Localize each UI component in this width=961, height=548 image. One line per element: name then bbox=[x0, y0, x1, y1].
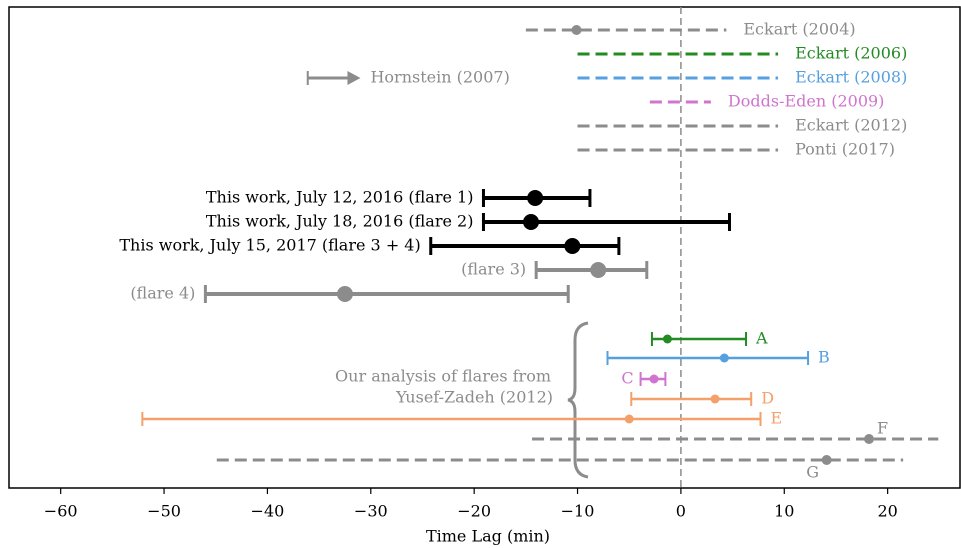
point bbox=[821, 455, 832, 465]
point bbox=[564, 238, 581, 254]
point bbox=[710, 394, 720, 404]
series-label: C bbox=[621, 369, 633, 388]
series-label: A bbox=[755, 329, 768, 348]
x-tick-label: 10 bbox=[774, 502, 794, 521]
series-label: This work, July 18, 2016 (flare 2) bbox=[206, 212, 474, 231]
series-label: Eckart (2008) bbox=[795, 68, 907, 87]
point bbox=[719, 353, 729, 363]
point bbox=[527, 190, 544, 206]
series-label: D bbox=[761, 389, 774, 408]
annotation: Yusef-Zadeh (2012) bbox=[395, 388, 553, 407]
series-label: G bbox=[806, 463, 819, 482]
series-label: Hornstein (2007) bbox=[370, 68, 509, 87]
brace bbox=[567, 321, 589, 479]
x-tick-label: −30 bbox=[354, 502, 388, 521]
x-tick-label: −40 bbox=[251, 502, 285, 521]
series-label: This work, July 15, 2017 (flare 3 + 4) bbox=[119, 236, 420, 255]
point bbox=[864, 434, 875, 444]
point bbox=[336, 286, 353, 302]
x-tick-label: 0 bbox=[676, 502, 686, 521]
series-label: (flare 4) bbox=[130, 284, 195, 303]
series-label: Eckart (2004) bbox=[743, 20, 855, 39]
point bbox=[571, 25, 582, 35]
point bbox=[624, 414, 634, 424]
x-tick-label: −20 bbox=[457, 502, 491, 521]
x-axis-label: Time Lag (min) bbox=[426, 527, 550, 546]
x-tick-label: 20 bbox=[877, 502, 897, 521]
annotation: Our analysis of flares from bbox=[335, 367, 551, 386]
series-label: F bbox=[877, 419, 888, 438]
series-label: Eckart (2012) bbox=[795, 116, 907, 135]
series-label: This work, July 12, 2016 (flare 1) bbox=[206, 188, 474, 207]
plot-frame bbox=[8, 6, 961, 489]
series-label: Ponti (2017) bbox=[795, 140, 895, 159]
point bbox=[649, 374, 659, 384]
series-label: E bbox=[770, 409, 782, 428]
point bbox=[662, 334, 672, 344]
point bbox=[590, 262, 607, 278]
series-label: Eckart (2006) bbox=[795, 44, 907, 63]
series-label: Dodds-Eden (2009) bbox=[728, 92, 885, 111]
x-tick-label: −50 bbox=[147, 502, 181, 521]
series-label: B bbox=[818, 348, 830, 367]
x-tick-label: −10 bbox=[561, 502, 595, 521]
series-label: (flare 3) bbox=[461, 260, 526, 279]
point bbox=[523, 214, 540, 230]
x-tick-label: −60 bbox=[44, 502, 78, 521]
arrow-head bbox=[347, 71, 361, 85]
